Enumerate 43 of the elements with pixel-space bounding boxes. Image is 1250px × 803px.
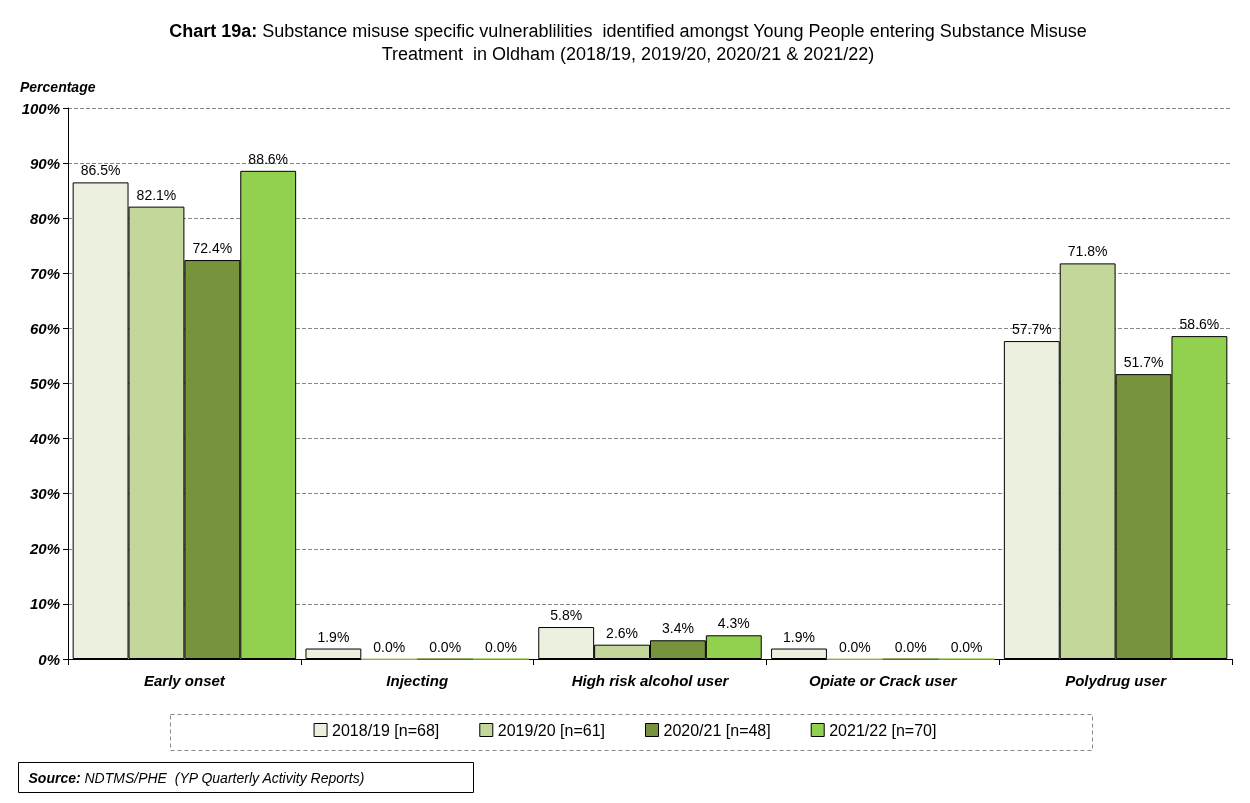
data-label: 72.4%: [192, 240, 233, 257]
legend-label: 2021/22 [n=70]: [829, 721, 937, 739]
y-tick-label: 100%: [21, 99, 60, 117]
data-label: 2.6%: [606, 624, 639, 641]
x-tick-label: Injecting: [386, 672, 449, 689]
x-tick-label: Opiate or Crack user: [809, 672, 958, 689]
legend-label: 2018/19 [n=68]: [332, 721, 440, 739]
data-label: 88.6%: [248, 150, 289, 167]
x-tick-label: Early onset: [143, 672, 226, 689]
x-tick-label: Polydrug user: [1065, 672, 1168, 689]
data-label: 4.3%: [717, 615, 750, 632]
y-tick-label: 0%: [38, 650, 60, 668]
legend-label: 2020/21 [n=48]: [663, 721, 771, 739]
y-tick-label: 90%: [29, 154, 60, 172]
y-tick-label: 10%: [29, 595, 60, 613]
data-label: 0.0%: [429, 638, 462, 655]
legend-label: 2019/20 [n=61]: [497, 721, 606, 739]
data-label: 0.0%: [838, 638, 871, 655]
y-tick-label: 20%: [28, 540, 60, 558]
y-tick-label: 80%: [29, 209, 60, 227]
data-label: 0.0%: [894, 638, 927, 655]
data-label: 1.9%: [783, 628, 815, 645]
y-axis-title: Percentage: [20, 79, 96, 95]
chart-title: Chart 19a: Substance misuse specific vulnerablilities identified amongst Young People entering Substance Misuse Treatment in Oldham (2018/19, 2019/20, 2020/21 & 2021/22): [168, 20, 1088, 66]
source-note: Source: NDTMS/PHE (YP Quarterly Activity Reports): [28, 769, 365, 786]
data-label: 82.1%: [136, 186, 177, 203]
y-tick-label: 40%: [28, 430, 60, 448]
x-tick-label: High risk alcohol user: [571, 672, 730, 689]
data-label: 5.8%: [550, 607, 583, 624]
data-label: 51.7%: [1123, 354, 1164, 371]
data-label: 1.9%: [317, 628, 350, 645]
y-tick-label: 60%: [29, 319, 60, 337]
data-label: 0.0%: [485, 638, 517, 655]
y-tick-label: 50%: [29, 375, 60, 392]
data-label: 57.7%: [1011, 321, 1052, 338]
data-label: 0.0%: [373, 638, 406, 655]
data-label: 58.6%: [1179, 316, 1220, 333]
y-tick-label: 70%: [29, 264, 60, 282]
data-label: 3.4%: [661, 620, 694, 637]
y-tick-label: 30%: [29, 485, 60, 503]
data-label: 86.5%: [80, 162, 121, 179]
data-label: 0.0%: [950, 638, 983, 655]
data-label: 71.8%: [1067, 243, 1108, 260]
